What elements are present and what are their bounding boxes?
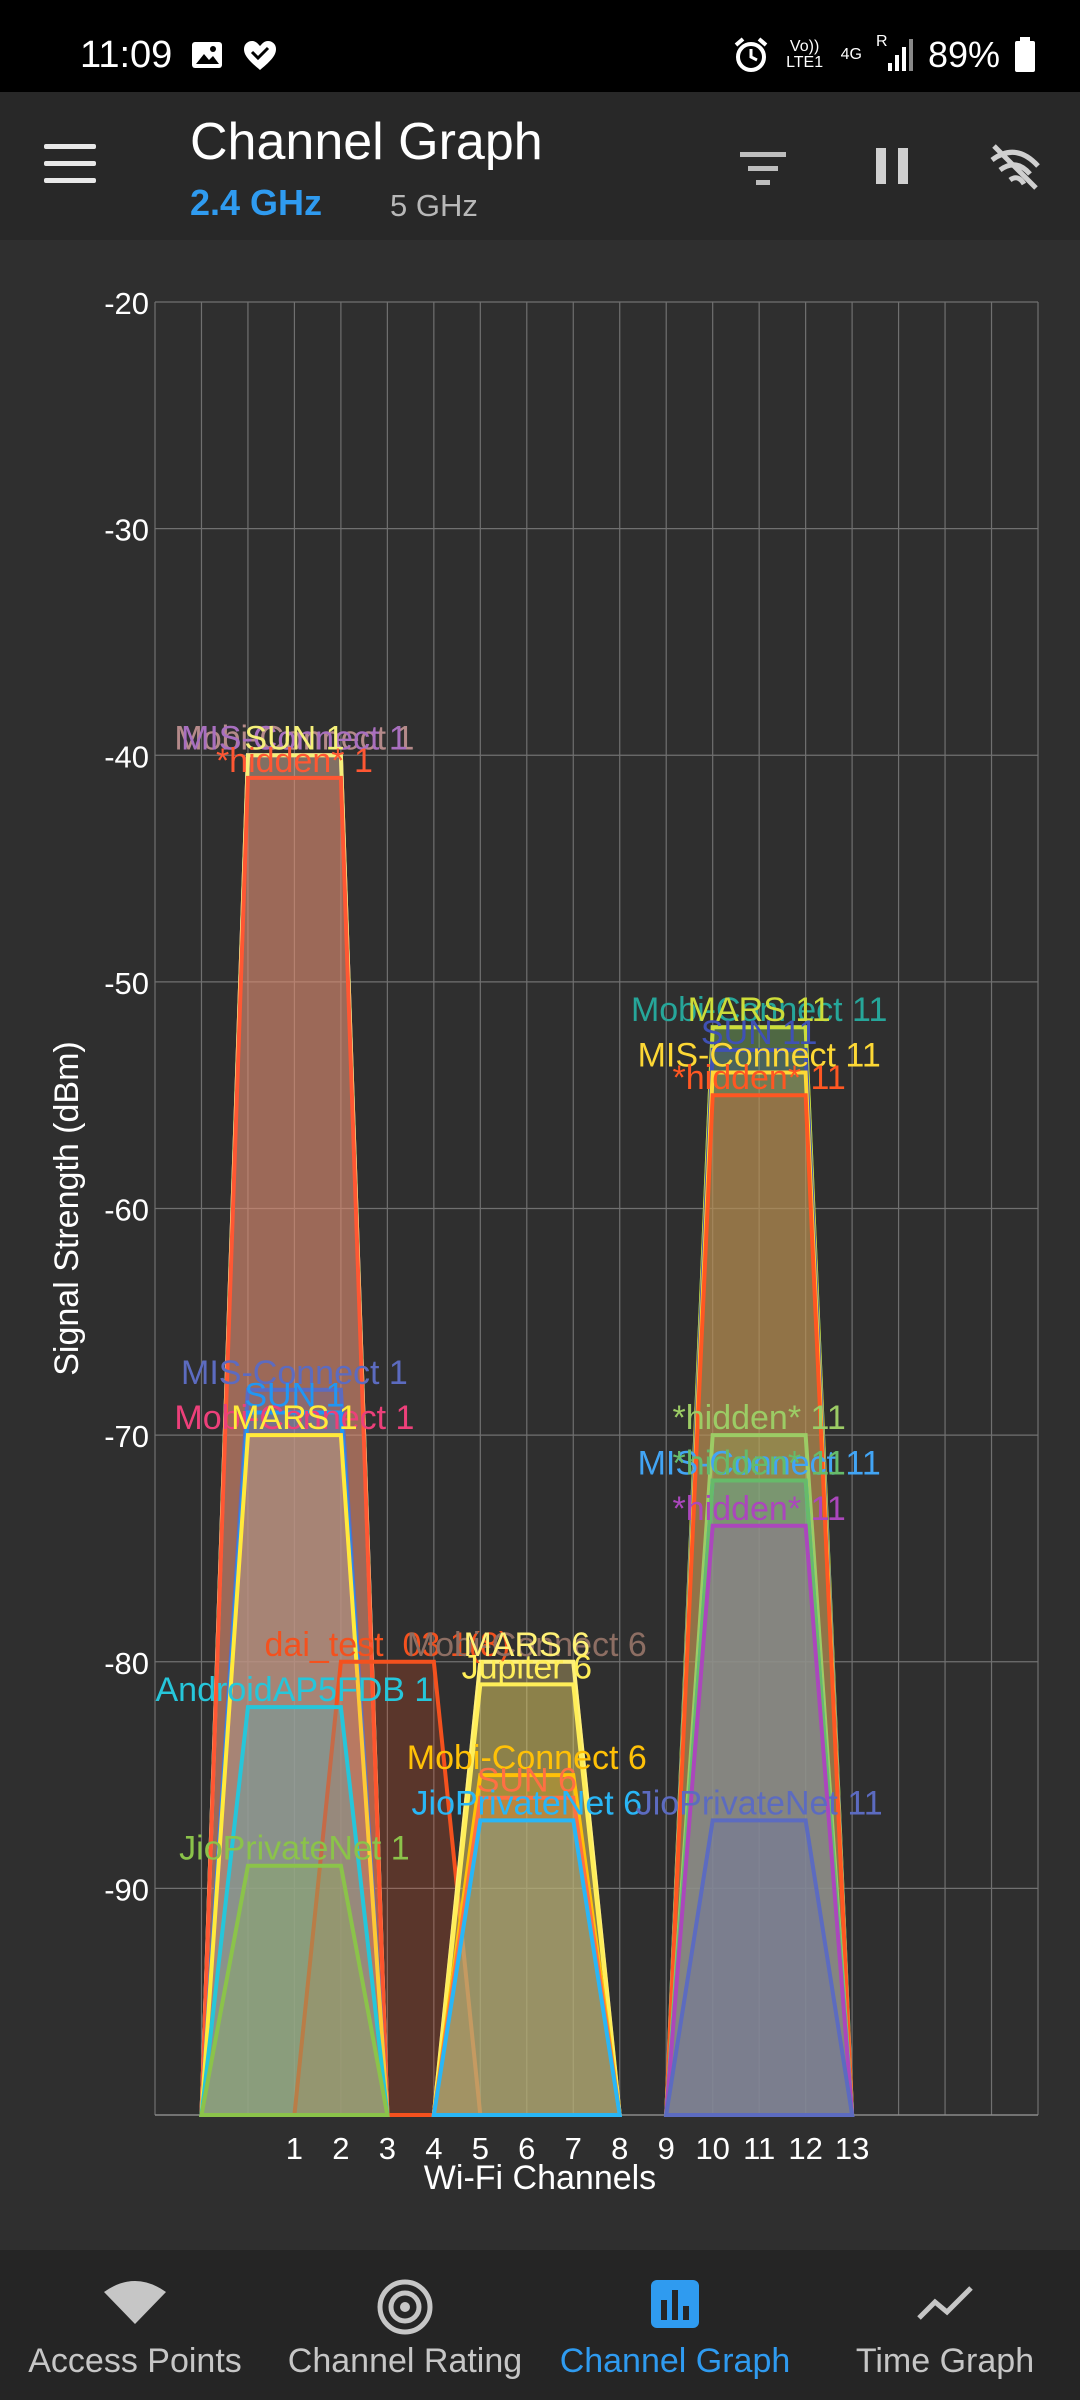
nav-time-graph[interactable]: Time Graph — [810, 2250, 1080, 2400]
network-label: AndroidAP5FDB 1 — [156, 1671, 434, 1709]
status-notification-icons — [190, 40, 278, 72]
wifi-scan-icon[interactable] — [988, 140, 1042, 194]
network-label: SUN 6 — [477, 1762, 577, 1800]
network-label: *hidden* 11 — [673, 1490, 846, 1528]
x-axis-title: Wi-Fi Channels — [424, 2159, 656, 2197]
network-label: MARS 11 — [688, 991, 831, 1029]
x-tick-label: 10 — [695, 2131, 729, 2166]
status-right-icons: Vo)) LTE1 4G R 89% — [733, 33, 1036, 76]
network-area — [431, 1818, 623, 2117]
network-label: SUN 1 — [244, 1376, 344, 1414]
network-area — [199, 1863, 390, 2117]
status-time: 11:09 — [80, 34, 173, 76]
x-tick-label: 6 — [518, 2131, 535, 2166]
x-tick-label: 1 — [286, 2131, 303, 2166]
image-icon — [192, 42, 222, 68]
network-area — [292, 1659, 483, 2117]
alarm-icon — [734, 37, 767, 72]
wifi-icon — [104, 2281, 166, 2324]
channel-graph-chart: Mobi-Connect 1 MIS-Connect 1 SUN 1 *hidden*… — [0, 240, 1080, 2250]
network-label: dai_test_03 1(8) — [265, 1626, 511, 1664]
heart-icon — [244, 41, 276, 70]
y-tick-label: -50 — [104, 966, 149, 1001]
y-tick-label: -80 — [104, 1646, 149, 1681]
battery-icon — [1015, 37, 1035, 72]
y-tick-label: -60 — [104, 1193, 149, 1228]
network-label: SUN 1 — [244, 719, 344, 757]
network-label: Mobi-Connect 11 — [631, 991, 887, 1029]
x-tick-label: 7 — [565, 2131, 582, 2166]
y-tick-label: -20 — [104, 286, 149, 321]
roaming-label: R — [875, 33, 888, 50]
network-label: Mobi-Connect 6 — [407, 1739, 647, 1777]
battery-percent: 89% — [927, 34, 1000, 75]
broadcast-icon — [377, 2279, 433, 2335]
network-label: Mobi-Connect 1 — [174, 719, 414, 757]
x-tick-label: 11 — [743, 2131, 775, 2166]
x-tick-label: 12 — [788, 2131, 822, 2166]
network-label: MARS 1 — [231, 1399, 358, 1437]
y-tick-label: -40 — [104, 739, 149, 774]
network-label: MIS-Connect 1 — [181, 1354, 408, 1392]
nav-channel-rating[interactable]: Channel Rating — [270, 2250, 540, 2400]
bar-chart-icon — [651, 2280, 699, 2328]
nav-label: Time Graph — [855, 2342, 1035, 2380]
y-tick-label: -90 — [104, 1872, 149, 1907]
y-tick-label: -30 — [104, 513, 149, 548]
x-tick-label: 2 — [332, 2131, 349, 2166]
signal-icon: R — [876, 33, 914, 73]
filter-icon[interactable] — [738, 146, 788, 190]
status-bar: 11:09 Vo)) LTE1 4G R 89% — [0, 0, 1080, 92]
network-label: *hidden* 1 — [216, 742, 373, 780]
nav-label: Channel Rating — [287, 2342, 523, 2380]
network-label: MIS-Connect 1 — [181, 719, 408, 757]
network-label: MARS 6 — [463, 1626, 590, 1664]
pause-icon[interactable] — [872, 144, 912, 188]
volte-label: Vo)) LTE1 — [786, 38, 824, 71]
bottom-navigation: Access Points Channel Rating Channel Gra… — [0, 2250, 1080, 2400]
network-label: JioPrivateNet 6 — [412, 1784, 643, 1822]
network-label: 4G — [840, 46, 862, 63]
nav-label: Channel Graph — [559, 2342, 791, 2380]
page-title: Channel Graph — [190, 113, 543, 171]
network-label: JioPrivateNet 1 — [179, 1830, 410, 1868]
network-label: MIS-Connect 11 — [638, 1444, 881, 1482]
network-label: Jupiter 6 — [462, 1648, 592, 1686]
x-tick-label: 4 — [425, 2131, 442, 2166]
y-tick-label: -70 — [104, 1419, 149, 1454]
menu-icon — [44, 144, 96, 149]
nav-access-points[interactable]: Access Points — [0, 2250, 270, 2400]
band-2-4ghz-tab[interactable]: 2.4 GHz — [190, 182, 323, 223]
network-label: Mobi-Connect 6 — [407, 1626, 647, 1664]
network-label: MIS-Connect 11 — [638, 1037, 881, 1075]
network-label: *hidden* 11 — [673, 1399, 846, 1437]
network-label: Mobi-Connect 1 — [174, 1399, 414, 1437]
x-tick-label: 9 — [658, 2131, 675, 2166]
x-tick-label: 13 — [835, 2131, 869, 2166]
network-label: *hidden* 11 — [673, 1444, 846, 1482]
band-5ghz-tab[interactable]: 5 GHz — [390, 188, 478, 223]
network-label: JioPrivateNet 11 — [636, 1784, 883, 1822]
network-area — [663, 1818, 855, 2117]
line-chart-icon — [917, 2286, 973, 2320]
nav-label: Access Points — [28, 2342, 242, 2380]
network-label: SUN 11 — [701, 1014, 818, 1052]
x-tick-label: 3 — [379, 2131, 396, 2166]
nav-channel-graph[interactable]: Channel Graph — [540, 2250, 810, 2400]
x-tick-label: 5 — [472, 2131, 489, 2166]
network-label: *hidden* 11 — [673, 1059, 846, 1097]
menu-button[interactable] — [44, 144, 96, 184]
y-axis-title: Signal Strength (dBm) — [48, 1041, 86, 1376]
x-tick-label: 8 — [611, 2131, 628, 2166]
app-bar: Channel Graph 2.4 GHz 5 GHz — [0, 92, 1080, 240]
